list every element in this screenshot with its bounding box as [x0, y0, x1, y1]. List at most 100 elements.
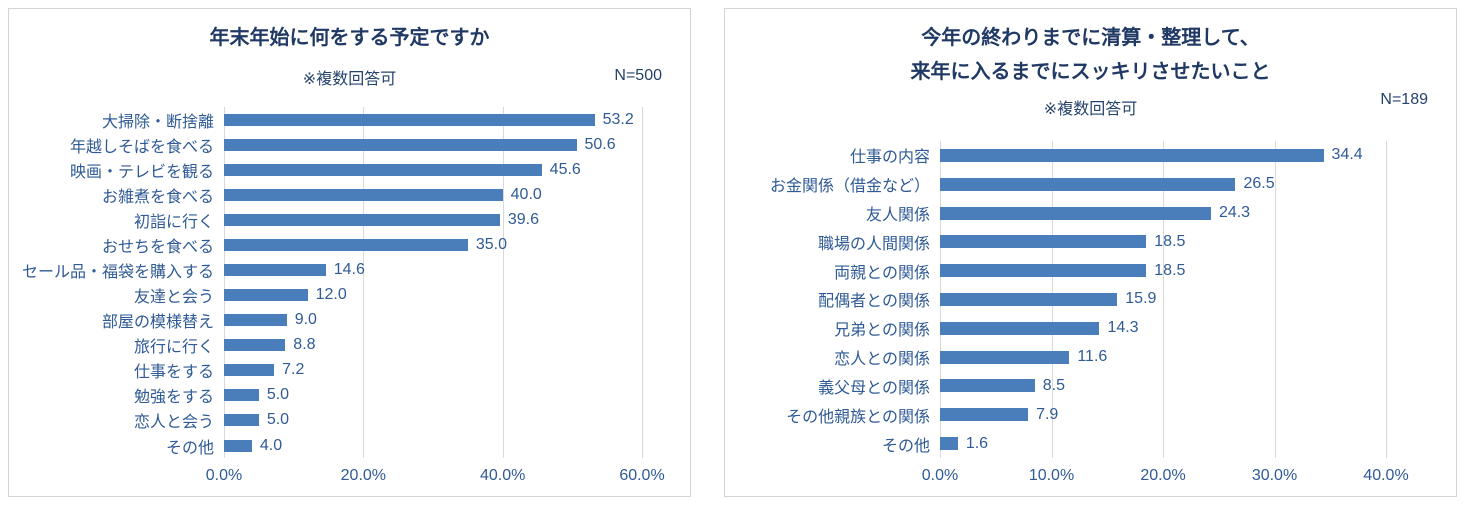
bar-value-label: 14.6 [333, 261, 365, 278]
axis-tick-area: 0.0% 20.0% 40.0% 60.0% [206, 458, 665, 490]
category-label: 友人関係 [865, 207, 930, 225]
bar [224, 439, 252, 452]
axis-spacer [19, 458, 224, 490]
category-label: 恋人と会う [133, 414, 214, 432]
chart-subheader: ※複数回答可 [9, 65, 690, 88]
bar-row: 35.0 [224, 232, 642, 257]
bar-row: 18.5 [940, 256, 1386, 285]
bar-value-label: 34.4 [1331, 146, 1363, 164]
axis-tick-label: 30.0% [1251, 467, 1298, 484]
bar-value-label: 53.2 [602, 110, 634, 128]
category-label: 仕事をする [133, 364, 214, 382]
bar-value-label: 14.3 [1107, 319, 1139, 337]
bar [224, 138, 577, 151]
category-label: その他 [881, 437, 930, 455]
value-axis: 0.0% 10.0% 20.0% 30.0% 40.0% [735, 458, 1450, 490]
chart-plot-area: 大掃除・断捨離 年越しそばを食べる 映画・テレビを観る お雑煮を食べる 初詣に行く おせち… [19, 107, 684, 458]
bar [940, 148, 1324, 162]
category-label: 部屋の模様替え [101, 314, 214, 332]
bar-row: 8.8 [224, 333, 642, 358]
category-label: 配偶者との関係 [818, 293, 930, 311]
axis-tick-area: 0.0% 10.0% 20.0% 30.0% 40.0% [922, 458, 1409, 490]
bar [940, 437, 958, 451]
category-label: 旅行に行く [133, 339, 214, 357]
sample-size-label: N=500 [614, 67, 662, 84]
bar-row: 15.9 [940, 285, 1386, 314]
bar [224, 289, 308, 302]
plot-region: 53.2 50.6 45.6 40.0 39.6 35.0 14.6 12.0 9.0 8.8 7.… [224, 107, 643, 458]
bar-value-label: 18.5 [1154, 261, 1186, 279]
bar-value-label: 35.0 [475, 235, 507, 253]
bar-row: 8.5 [940, 372, 1386, 401]
axis-tick-label: 40.0% [479, 467, 526, 484]
bar-value-label: 39.6 [507, 210, 540, 228]
axis-tick-label: 0.0% [205, 467, 243, 484]
category-label: 恋人との関係 [834, 351, 930, 369]
bar-row: 24.3 [940, 199, 1386, 228]
bar-value-label: 7.9 [1036, 405, 1059, 423]
category-label: その他 [165, 439, 214, 457]
bar [224, 414, 259, 427]
bar-value-label: 18.5 [1154, 232, 1186, 250]
chart-subheader: ※複数回答可 [725, 95, 1456, 118]
category-label: お金関係（借金など） [769, 178, 930, 196]
category-label: 職場の人間関係 [817, 235, 930, 253]
axis-spacer [735, 458, 940, 490]
bar-value-label: 24.3 [1218, 204, 1251, 222]
bar-row: 53.2 [224, 107, 642, 132]
axis-tick-label: 0.0% [921, 467, 959, 484]
category-label: 仕事の内容 [849, 149, 930, 167]
bar [940, 321, 1100, 335]
category-label: セール品・福袋を購入する [21, 264, 214, 281]
bar-row: 7.2 [224, 358, 642, 383]
category-label: 映画・テレビを観る [69, 163, 214, 181]
axis-tick-label: 20.0% [340, 467, 387, 484]
bar [224, 314, 287, 327]
value-axis: 0.0% 20.0% 40.0% 60.0% [19, 458, 684, 490]
bar-value-label: 8.8 [293, 336, 316, 354]
chart-title: 年末年始に何をする予定ですか [209, 27, 490, 49]
bar-chart-new-year-plans: 大掃除・断捨離 年越しそばを食べる 映画・テレビを観る お雑煮を食べる 初詣に行く おせち… [19, 107, 684, 490]
bar [224, 238, 468, 251]
bar [224, 364, 275, 377]
bar-row: 14.3 [940, 314, 1386, 343]
bar-value-label: 45.6 [549, 160, 581, 178]
bar-value-label: 15.9 [1125, 290, 1157, 308]
category-label: 勉強をする [133, 389, 214, 407]
bar-row: 40.0 [224, 182, 642, 207]
bar-chart-year-end-cleanup: 仕事の内容 お金関係（借金など） 友人関係 職場の人間関係 両親との関係 配偶者との関係兄… [735, 141, 1450, 490]
axis-tick-label: 10.0% [1028, 467, 1075, 484]
bar [224, 213, 500, 226]
bar [224, 163, 542, 176]
category-label: 初詣に行く [133, 213, 214, 231]
chart-title: 今年の終わりまでに清算・整理して、 来年に入るまでにスッキリさせたいこと [737, 21, 1444, 89]
gridline [1163, 141, 1164, 458]
category-label: 義父母との関係 [818, 379, 930, 397]
chart-title-line2: 来年に入るまでにスッキリさせたいこと [910, 61, 1271, 83]
bar [224, 339, 286, 352]
bar-row: 12.0 [224, 283, 642, 308]
bar [940, 206, 1211, 220]
bar-row: 5.0 [224, 383, 642, 408]
bar [224, 113, 595, 126]
category-label: 友達と会う [133, 289, 214, 307]
bar-row: 26.5 [940, 170, 1386, 199]
gridline [1386, 141, 1387, 458]
bar-row: 34.4 [940, 141, 1386, 170]
bar-value-label: 9.0 [294, 311, 317, 329]
bar-value-label: 1.6 [965, 434, 989, 452]
gridline [642, 107, 643, 458]
bar [224, 188, 503, 201]
bar [940, 235, 1147, 249]
category-label: 大掃除・断捨離 [101, 113, 214, 131]
bar-value-label: 5.0 [266, 386, 290, 404]
bar [940, 408, 1029, 422]
bar-row: 50.6 [224, 132, 642, 157]
chart-title-line1: 今年の終わりまでに清算・整理して、 [921, 27, 1260, 49]
bar [940, 264, 1147, 278]
bar-row: 18.5 [940, 227, 1386, 256]
category-label: その他親族との関係 [786, 408, 930, 426]
bar-row: 39.6 [224, 207, 642, 232]
bar-row: 7.9 [940, 400, 1386, 429]
bar-value-label: 8.5 [1042, 376, 1066, 394]
